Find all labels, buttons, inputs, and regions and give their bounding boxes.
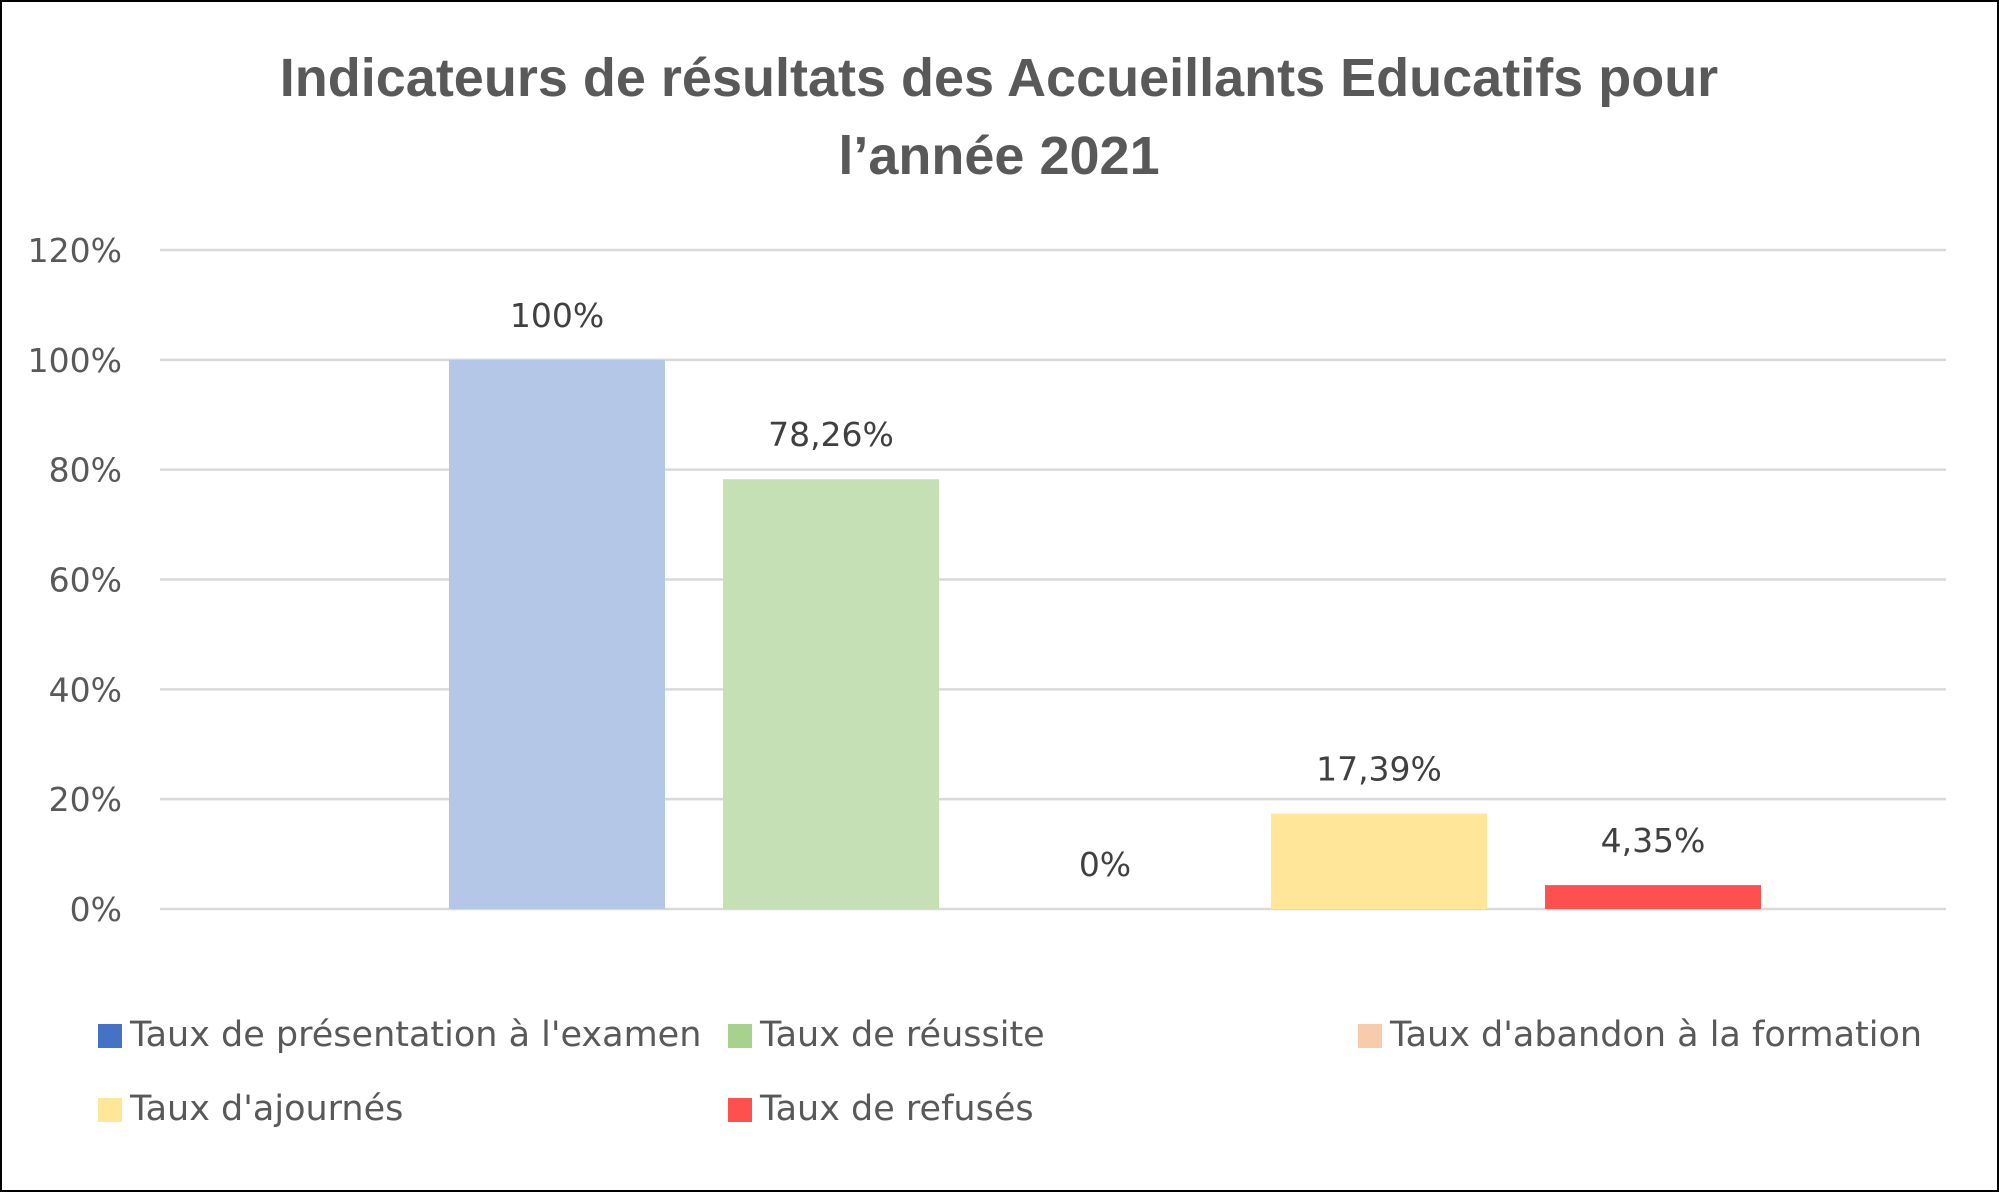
chart-title-line-2: l’année 2021 xyxy=(838,126,1159,186)
y-tick-label: 0% xyxy=(70,890,122,929)
data-label-1: 100% xyxy=(510,296,604,335)
bars xyxy=(449,359,1761,909)
legend-label-2: Taux de réussite xyxy=(759,1015,1045,1055)
legend-swatch-2 xyxy=(728,1024,752,1048)
legend: Taux de présentation à l'examen Taux de r… xyxy=(98,1015,1922,1129)
gridlines xyxy=(160,248,1946,911)
data-label-3: 0% xyxy=(1079,845,1131,884)
chart-title-line-1: Indicateurs de résultats des Accueillant… xyxy=(280,48,1718,108)
y-tick-label: 20% xyxy=(49,780,122,819)
legend-label-5: Taux de refusés xyxy=(759,1089,1034,1129)
data-label-5: 4,35% xyxy=(1601,821,1706,860)
legend-swatch-4 xyxy=(98,1098,122,1122)
legend-swatch-3 xyxy=(1358,1024,1382,1048)
y-tick-label: 40% xyxy=(49,670,122,709)
data-label-4: 17,39% xyxy=(1316,749,1442,788)
bar-1 xyxy=(449,359,665,909)
y-tick-label: 120% xyxy=(28,231,122,270)
legend-swatch-1 xyxy=(98,1024,122,1048)
bar-4 xyxy=(1271,813,1487,909)
legend-swatch-5 xyxy=(728,1098,752,1122)
legend-label-1: Taux de présentation à l'examen xyxy=(129,1015,701,1055)
data-labels: 100% 78,26% 0% 17,39% 4,35% xyxy=(510,296,1706,884)
legend-label-4: Taux d'ajournés xyxy=(129,1089,403,1129)
bar-5 xyxy=(1545,885,1761,909)
legend-label-3: Taux d'abandon à la formation xyxy=(1389,1015,1922,1055)
bar-2 xyxy=(723,479,939,909)
y-axis-ticks: 0% 20% 40% 60% 80% 100% 120% xyxy=(28,231,122,929)
data-label-2: 78,26% xyxy=(768,415,894,454)
y-tick-label: 60% xyxy=(49,561,122,600)
y-tick-label: 80% xyxy=(49,451,122,490)
y-tick-label: 100% xyxy=(28,341,122,380)
